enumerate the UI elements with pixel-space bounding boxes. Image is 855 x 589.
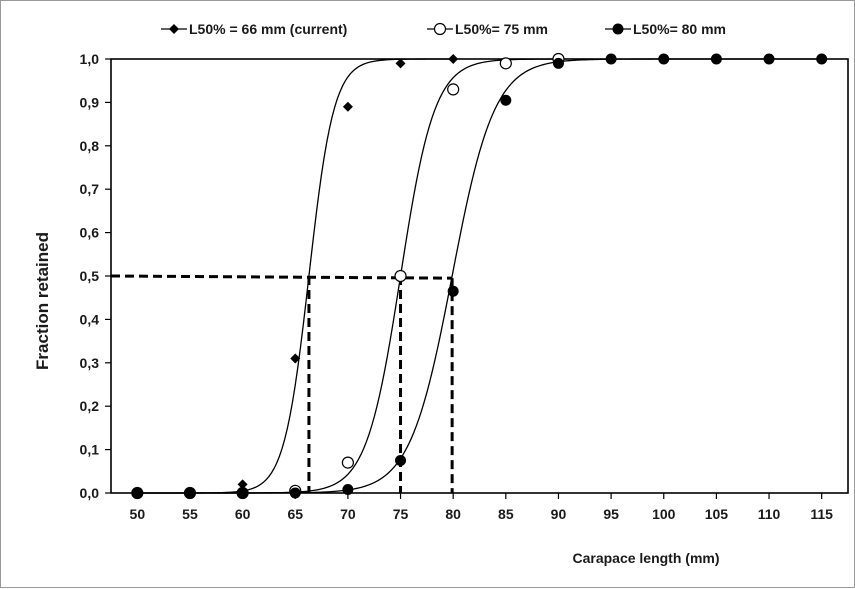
y-axis-title: Fraction retained bbox=[33, 232, 52, 370]
y-tick-label: 0,6 bbox=[80, 225, 100, 241]
legend-marker bbox=[433, 22, 447, 36]
y-tick-label: 0,8 bbox=[80, 138, 100, 154]
y-tick-label: 0,4 bbox=[80, 311, 100, 327]
legend-label: L50%= 80 mm bbox=[633, 21, 726, 37]
x-tick-label: 85 bbox=[498, 506, 514, 522]
data-point bbox=[552, 57, 564, 69]
series-curve bbox=[137, 58, 822, 494]
x-tick-label: 55 bbox=[182, 506, 198, 522]
x-tick-label: 100 bbox=[652, 506, 676, 522]
y-tick-label: 0,7 bbox=[80, 181, 100, 197]
x-tick-label: 95 bbox=[603, 506, 619, 522]
legend-label: L50% = 66 mm (current) bbox=[189, 21, 347, 37]
data-point bbox=[499, 57, 512, 70]
legend-marker bbox=[612, 23, 624, 35]
plot-area bbox=[110, 58, 849, 494]
x-tick-label: 110 bbox=[758, 506, 781, 522]
legend: L50% = 66 mm (current) L50%= 75 mm L50%= 8… bbox=[161, 21, 726, 37]
data-point bbox=[448, 54, 459, 64]
x-tick-label: 115 bbox=[810, 506, 833, 522]
data-point bbox=[290, 353, 301, 364]
x-axis-title: Carapace length (mm) bbox=[572, 550, 719, 566]
legend-label: L50%= 75 mm bbox=[455, 21, 548, 37]
y-tick-label: 1,0 bbox=[80, 51, 100, 67]
y-tick-label: 0,3 bbox=[80, 355, 100, 371]
data-point bbox=[447, 285, 459, 297]
data-point bbox=[763, 53, 775, 65]
data-point bbox=[341, 456, 354, 469]
data-point bbox=[710, 53, 722, 65]
x-tick-label: 105 bbox=[705, 506, 729, 522]
data-point bbox=[658, 53, 670, 65]
y-tick-label: 0,0 bbox=[80, 485, 100, 501]
x-tick-label: 75 bbox=[393, 506, 409, 522]
data-point bbox=[342, 101, 353, 112]
data-point bbox=[395, 58, 406, 69]
y-tick-label: 0,5 bbox=[80, 268, 100, 284]
x-tick-label: 60 bbox=[235, 506, 251, 522]
y-tick-label: 0,9 bbox=[80, 94, 100, 110]
data-point bbox=[395, 454, 407, 466]
x-tick-label: 80 bbox=[445, 506, 461, 522]
data-point bbox=[342, 484, 354, 496]
x-tick-label: 90 bbox=[551, 506, 567, 522]
x-tick-label: 50 bbox=[130, 506, 146, 522]
legend-marker bbox=[169, 24, 179, 34]
y-tick-label: 0,2 bbox=[80, 398, 100, 414]
y-tick-label: 0,1 bbox=[80, 442, 100, 458]
data-point bbox=[605, 53, 617, 65]
x-tick-label: 65 bbox=[287, 506, 303, 522]
x-tick-label: 70 bbox=[340, 506, 356, 522]
data-point bbox=[447, 83, 460, 96]
data-point bbox=[816, 53, 828, 65]
x-axis: 50 55 60 65 70 75 80 85 90 95 100 105 110 115 bbox=[130, 493, 833, 522]
y-axis: 0,0 0,1 0,2 0,3 0,4 0,5 0,6 0,7 0,8 0,9 1,0 bbox=[80, 51, 111, 501]
data-point bbox=[500, 94, 512, 106]
data-markers bbox=[131, 52, 828, 500]
data-point bbox=[394, 269, 407, 283]
data-point bbox=[237, 479, 248, 490]
